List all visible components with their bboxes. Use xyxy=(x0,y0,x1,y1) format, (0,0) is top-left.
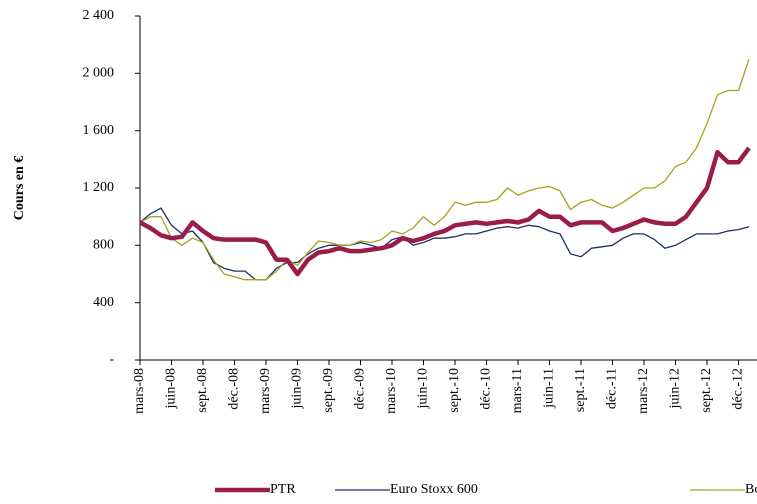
y-axis-label: Cours en € xyxy=(12,156,27,221)
x-tick-label: déc.-12 xyxy=(731,368,746,410)
x-tick-label: juin-10 xyxy=(416,368,431,409)
series-line xyxy=(139,207,750,281)
y-tick-label: 800 xyxy=(93,238,114,253)
x-tick-label: sept.-10 xyxy=(447,368,462,413)
y-tick-label: 2 000 xyxy=(83,66,115,81)
x-tick-label: sept.-09 xyxy=(321,368,336,413)
x-tick-label: déc.-08 xyxy=(227,368,242,410)
series-line xyxy=(139,58,750,281)
series-line xyxy=(138,146,751,277)
x-tick-label: déc.-10 xyxy=(479,368,494,410)
x-tick-label: déc.-11 xyxy=(605,368,620,409)
x-tick-label: mars-09 xyxy=(258,368,273,414)
legend-label: PTR xyxy=(270,482,296,497)
x-tick-label: mars-11 xyxy=(510,368,525,413)
y-tick-label: 1 600 xyxy=(83,123,115,138)
legend-label: Euro Stoxx 600 xyxy=(390,482,478,497)
legend-label: Bolloré xyxy=(745,482,757,497)
y-tick-label: 1 200 xyxy=(83,180,115,195)
y-tick-label: - xyxy=(109,352,114,367)
x-tick-label: juin-09 xyxy=(290,368,305,409)
x-tick-label: sept.-12 xyxy=(699,368,714,413)
x-tick-label: sept.-08 xyxy=(195,368,210,413)
x-tick-label: sept.-11 xyxy=(573,368,588,412)
y-tick-label: 2 400 xyxy=(83,8,115,23)
x-tick-label: mars-08 xyxy=(132,368,147,414)
y-tick-label: 400 xyxy=(93,295,114,310)
x-tick-label: déc.-09 xyxy=(353,368,368,410)
x-tick-label: mars-12 xyxy=(636,368,651,414)
x-tick-label: mars-10 xyxy=(384,368,399,414)
x-tick-label: juin-11 xyxy=(542,368,557,409)
x-tick-label: juin-08 xyxy=(164,368,179,409)
x-tick-label: juin-12 xyxy=(668,368,683,409)
